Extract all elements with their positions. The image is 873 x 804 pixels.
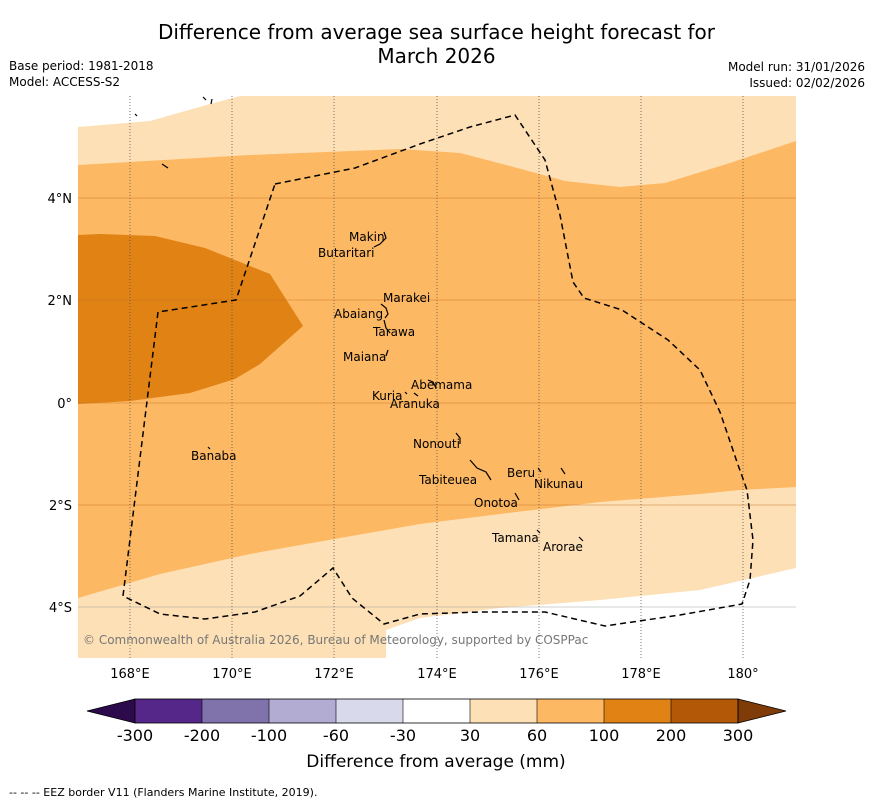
- colorbar-dividers: [201, 699, 672, 723]
- base-period: Base period: 1981-2018: [9, 59, 154, 73]
- copyright-notice: © Commonwealth of Australia 2026, Bureau…: [83, 633, 588, 647]
- model-name: Model: ACCESS-S2: [9, 75, 121, 89]
- island-label-tamana: Tamana: [491, 531, 539, 545]
- colorbar-tick: -30: [390, 726, 416, 745]
- meta-left: Base period: 1981-2018 Model: ACCESS-S2: [9, 58, 154, 90]
- colorbar-tick: 30: [460, 726, 480, 745]
- title-line-2: March 2026: [377, 44, 496, 68]
- island-label-onotoa: Onotoa: [474, 496, 518, 510]
- colorbar-bin-9: [671, 699, 738, 723]
- colorbar-tick: -60: [323, 726, 349, 745]
- island-label-banaba: Banaba: [191, 449, 237, 463]
- island-label-makin: Makin: [349, 230, 385, 244]
- island-label-abemama: Abemama: [411, 378, 472, 392]
- issued-date: Issued: 02/02/2026: [749, 76, 865, 90]
- eez-border: [122, 114, 754, 627]
- meta-right: Model run: 31/01/2026 Issued: 02/02/2026: [728, 59, 865, 91]
- colorbar-label: Difference from average (mm): [306, 752, 565, 772]
- island-label-tarawa: Tarawa: [372, 325, 415, 339]
- lon-label-172e: 172°E: [314, 667, 354, 682]
- colorbar: -300 -200 -100 -60 -30 30 60 100 200 300…: [86, 698, 787, 772]
- island-label-beru: Beru: [507, 466, 535, 480]
- longitude-axis: 168°E 170°E 172°E 174°E 176°E 178°E 180°: [110, 667, 758, 682]
- lat-label-2s: 2°S: [49, 499, 72, 514]
- colorbar-tick: -300: [117, 726, 153, 745]
- lat-label-0: 0°: [57, 397, 72, 412]
- colorbar-tick: 200: [656, 726, 687, 745]
- lat-label-2n: 2°N: [48, 294, 73, 309]
- colorbar-tick: -200: [184, 726, 220, 745]
- island-label-nonouti: Nonouti: [413, 437, 460, 451]
- colorbar-tick: 100: [589, 726, 620, 745]
- lon-label-170e: 170°E: [212, 667, 252, 682]
- model-run: Model run: 31/01/2026: [727, 60, 865, 74]
- title-line-1: Difference from average sea surface heig…: [157, 20, 716, 44]
- colorbar-tick: 300: [723, 726, 754, 745]
- lat-label-4n: 4°N: [48, 192, 73, 207]
- island-labels: Makin Butaritari Marakei Abaiang Tarawa …: [191, 230, 583, 554]
- island-label-nikunau: Nikunau: [534, 477, 583, 491]
- graticule: [129, 96, 744, 658]
- contour-100-200: [78, 234, 303, 404]
- colorbar-bin-2: [202, 699, 269, 723]
- colorbar-tick: -100: [251, 726, 287, 745]
- colorbar-tick: 60: [527, 726, 547, 745]
- lat-label-4s: 4°S: [49, 601, 72, 616]
- island-label-tabiteuea: Tabiteuea: [418, 473, 477, 487]
- lon-label-180: 180°: [727, 667, 758, 682]
- colorbar-bin-4: [336, 699, 403, 723]
- map-plot-area: Makin Butaritari Marakei Abaiang Tarawa …: [78, 96, 796, 658]
- island-label-kuria: Kuria: [372, 389, 403, 403]
- lon-label-178e: 178°E: [621, 667, 661, 682]
- colorbar-outline: [134, 698, 739, 724]
- chart-title: Difference from average sea surface heig…: [0, 20, 873, 68]
- lon-label-176e: 176°E: [519, 667, 559, 682]
- colorbar-bin-7: [537, 699, 604, 723]
- colorbar-bin-5: [403, 699, 470, 723]
- island-label-aranuka: Aranuka: [390, 397, 440, 411]
- island-label-arorae: Arorae: [543, 540, 583, 554]
- island-label-marakei: Marakei: [383, 291, 430, 305]
- island-label-butaritari: Butaritari: [318, 246, 375, 260]
- latitude-axis: 4°N 2°N 0° 2°S 4°S: [48, 192, 73, 616]
- colorbar-ticks: -300 -200 -100 -60 -30 30 60 100 200 300: [117, 726, 753, 745]
- island-label-maiana: Maiana: [343, 350, 386, 364]
- colorbar-bin-6: [470, 699, 537, 723]
- island-outlines: [134, 96, 584, 542]
- latitude-lines: [78, 197, 796, 608]
- colorbar-bin-8: [604, 699, 671, 723]
- colorbar-over-arrow: [737, 698, 787, 724]
- colorbar-bin-1: [135, 699, 202, 723]
- lon-label-174e: 174°E: [417, 667, 457, 682]
- island-label-abaiang: Abaiang: [334, 307, 383, 321]
- colorbar-under-arrow: [86, 698, 136, 724]
- eez-footnote: -- -- -- EEZ border V11 (Flanders Marine…: [9, 786, 318, 799]
- lon-label-168e: 168°E: [110, 667, 150, 682]
- colorbar-bin-3: [269, 699, 336, 723]
